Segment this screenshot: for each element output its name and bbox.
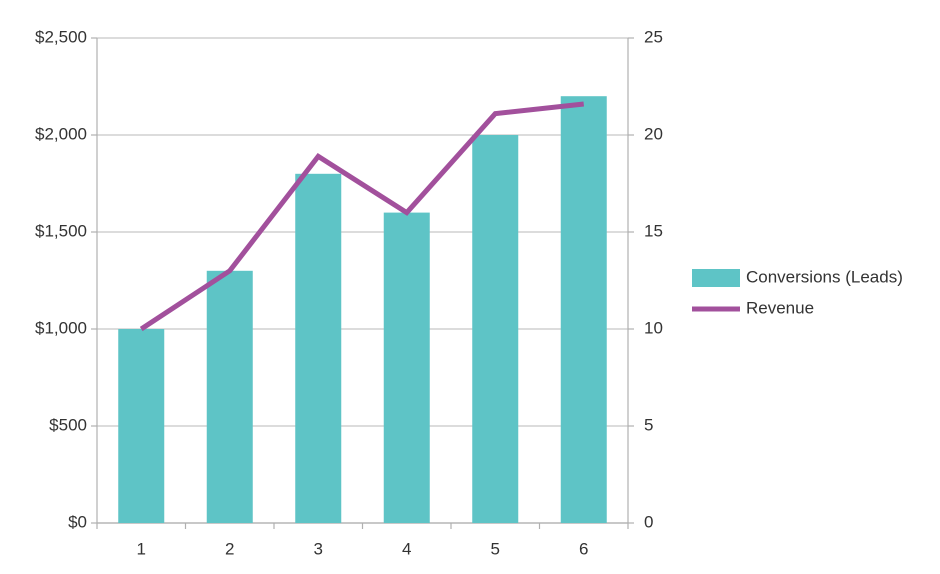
y2-tick-label: 0 <box>644 512 653 531</box>
y-tick-label: $0 <box>68 512 87 531</box>
bar <box>118 329 165 523</box>
y2-tick-label: 25 <box>644 27 663 46</box>
bar <box>295 173 342 524</box>
line <box>139 101 585 332</box>
x-tick-label: 5 <box>491 539 500 558</box>
y-tick-label: $2,000 <box>35 124 87 143</box>
bar <box>472 135 519 523</box>
bar <box>560 96 607 523</box>
y-tick-label: $1,500 <box>35 221 87 240</box>
legend-label: Conversions (Leads) <box>746 267 903 286</box>
y2-tick-label: 10 <box>644 318 663 337</box>
legend-swatch <box>692 269 740 287</box>
y2-tick-label: 5 <box>644 415 653 434</box>
y2-tick-label: 15 <box>644 221 663 240</box>
y-tick-label: $1,000 <box>35 318 87 337</box>
legend-label: Revenue <box>746 298 814 317</box>
x-tick-label: 6 <box>579 539 588 558</box>
x-tick-label: 1 <box>137 539 146 558</box>
y-tick-label: $2,500 <box>35 27 87 46</box>
x-tick-label: 2 <box>225 539 234 558</box>
x-tick-label: 4 <box>402 539 411 558</box>
y2-tick-label: 20 <box>644 124 663 143</box>
bar <box>206 270 253 523</box>
x-tick-label: 3 <box>314 539 323 558</box>
bar <box>383 212 430 523</box>
y-tick-label: $500 <box>49 415 87 434</box>
